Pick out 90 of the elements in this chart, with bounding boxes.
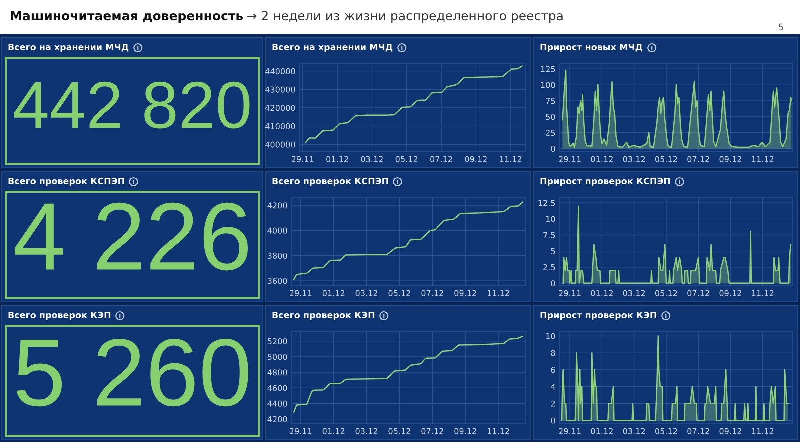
x-tick-label: 11.12 xyxy=(488,290,510,296)
y-tick-label: 0 xyxy=(551,280,556,287)
y-tick-label: 25 xyxy=(546,130,556,136)
text: Всего проверок КЭП xyxy=(8,312,111,320)
y-tick-label: 440000 xyxy=(265,68,296,75)
y-tick-label: 4800 xyxy=(268,370,288,376)
x-tick-label: 09.12 xyxy=(454,428,476,434)
x-tick-label: 05.12 xyxy=(655,290,678,296)
y-tick-label: 430000 xyxy=(265,86,296,93)
y-tick-label: 2 xyxy=(551,400,556,407)
y-tick-label: 0 xyxy=(551,146,556,152)
y-tick-label: 4600 xyxy=(268,385,288,392)
x-tick-label: 29.11 xyxy=(290,428,312,434)
text: Всего проверок КСПЭП xyxy=(8,178,124,186)
chart-title: Всего проверок КСПЭП xyxy=(272,178,388,186)
y-tick-label: 12.5 xyxy=(538,200,556,206)
x-tick-label: 07.12 xyxy=(422,428,444,434)
y-tick-label: 4400 xyxy=(268,400,288,407)
y-tick-label: 8 xyxy=(551,350,556,356)
x-tick-label: 01.12 xyxy=(326,156,348,162)
y-tick-label: 7.5 xyxy=(544,232,556,238)
x-tick-label: 01.12 xyxy=(322,290,345,296)
x-tick-label: 05.12 xyxy=(655,156,678,162)
x-tick-label: 09.12 xyxy=(454,290,476,296)
x-tick-label: 11.12 xyxy=(500,156,522,162)
y-tick-label: 3800 xyxy=(268,252,288,260)
x-tick-label: 05.12 xyxy=(396,156,418,162)
x-tick-label: 07.12 xyxy=(688,428,710,434)
x-tick-label: 29.11 xyxy=(559,290,581,296)
y-tick-label: 50 xyxy=(546,114,556,120)
x-tick-label: 29.11 xyxy=(559,428,581,434)
y-tick-label: 5000 xyxy=(268,354,288,360)
y-tick-label: 3600 xyxy=(268,278,288,284)
x-tick-label: 09.12 xyxy=(720,290,742,296)
x-tick-label: 11.12 xyxy=(752,156,774,162)
x-tick-label: 05.12 xyxy=(388,428,410,434)
x-tick-label: 03.12 xyxy=(361,156,383,162)
y-tick-label: 0 xyxy=(551,418,556,424)
x-tick-label: 07.12 xyxy=(688,156,710,162)
x-tick-label: 11.12 xyxy=(752,428,774,434)
x-tick-label: 01.12 xyxy=(591,290,613,296)
x-tick-label: 03.12 xyxy=(623,290,646,296)
x-tick-label: 09.12 xyxy=(465,156,487,162)
x-tick-label: 29.11 xyxy=(290,290,312,296)
x-tick-label: 03.12 xyxy=(356,428,378,434)
text: Машиночитаемая доверенность xyxy=(11,11,244,24)
text: 442 820 xyxy=(14,82,250,129)
x-tick-label: 11.12 xyxy=(488,428,510,434)
y-tick-label: 4000 xyxy=(268,228,288,234)
text: 5 xyxy=(778,24,784,31)
x-tick-label: 05.12 xyxy=(655,428,678,434)
y-tick-label: 10 xyxy=(546,216,556,222)
x-tick-label: 01.12 xyxy=(591,428,613,434)
text: Всего на хранении МЧД xyxy=(8,44,129,52)
x-tick-label: 03.12 xyxy=(356,290,378,296)
y-tick-label: 5200 xyxy=(268,338,288,345)
y-tick-label: 5 xyxy=(551,248,556,254)
y-tick-label: 4200 xyxy=(268,202,288,209)
x-tick-label: 01.12 xyxy=(591,156,613,162)
y-tick-label: 400000 xyxy=(265,142,296,148)
x-tick-label: 03.12 xyxy=(623,428,646,434)
x-tick-label: 11.12 xyxy=(752,290,774,296)
x-tick-label: 29.11 xyxy=(559,156,581,162)
y-tick-label: 10 xyxy=(546,333,556,340)
y-tick-label: 125 xyxy=(541,66,556,72)
chart-title: Прирост проверок КСПЭП xyxy=(540,178,670,186)
y-tick-label: 75 xyxy=(546,98,556,104)
chart-title: Всего на хранении МЧД xyxy=(272,44,393,52)
chart-title: Всего проверок КЭП xyxy=(272,312,375,320)
y-tick-label: 4200 xyxy=(268,416,288,422)
x-tick-label: 03.12 xyxy=(623,156,646,162)
x-tick-label: 01.12 xyxy=(322,428,345,434)
text: → 2 недели из жизни распределенного реестра xyxy=(247,11,563,24)
y-tick-label: 2.5 xyxy=(544,264,556,271)
x-tick-label: 29.11 xyxy=(292,156,314,162)
y-tick-label: 420000 xyxy=(265,105,296,112)
x-tick-label: 07.12 xyxy=(688,290,710,296)
x-tick-label: 05.12 xyxy=(388,290,410,296)
y-tick-label: 4 xyxy=(551,384,556,390)
chart-title: Прирост проверок КЭП xyxy=(540,312,656,320)
x-tick-label: 07.12 xyxy=(422,290,444,296)
x-tick-label: 07.12 xyxy=(430,156,452,162)
text: 5 260 xyxy=(16,338,248,407)
x-tick-label: 09.12 xyxy=(720,156,742,162)
y-tick-label: 100 xyxy=(541,82,556,88)
chart-title: Прирост новых МЧД xyxy=(540,44,643,52)
x-tick-label: 09.12 xyxy=(720,428,742,434)
text: 4 226 xyxy=(14,202,248,271)
y-tick-label: 410000 xyxy=(265,123,296,130)
y-tick-label: 6 xyxy=(551,367,556,374)
